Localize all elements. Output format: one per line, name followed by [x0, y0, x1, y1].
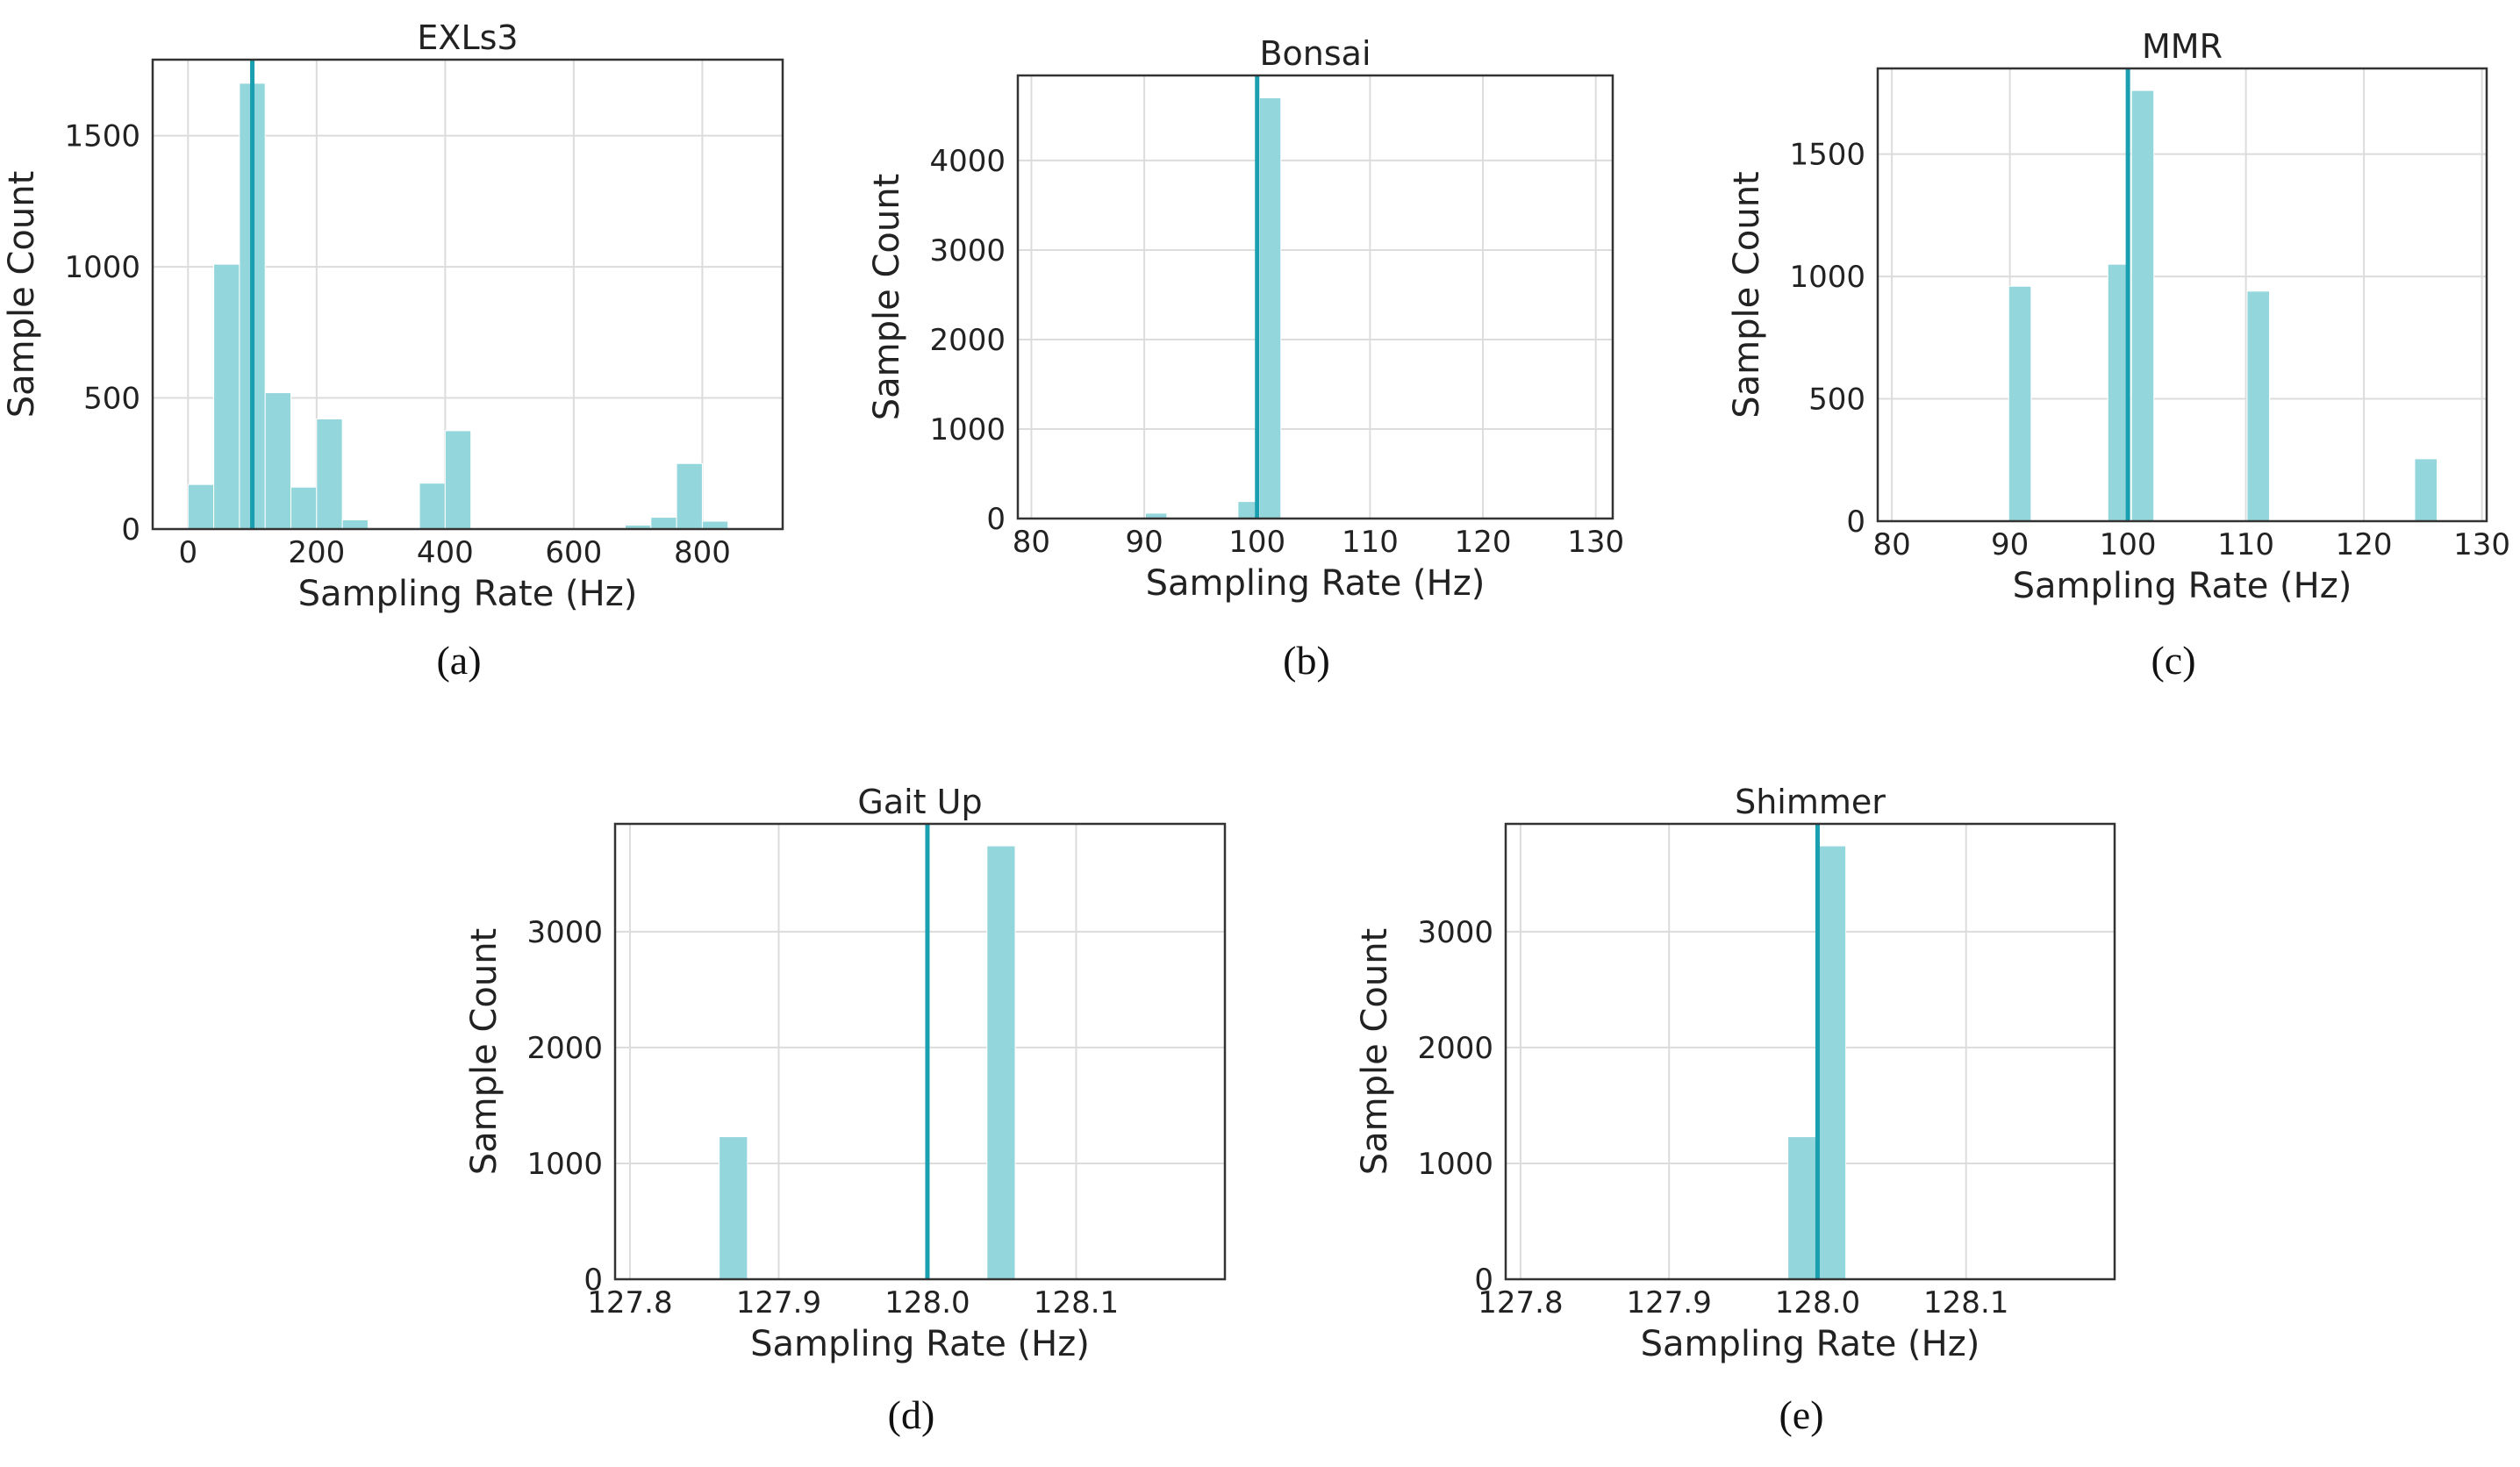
histogram-bar [650, 517, 677, 530]
x-tick-label: 127.8 [587, 1285, 672, 1320]
histogram-bar [419, 483, 446, 530]
subfigure-caption: (b) [1283, 638, 1330, 683]
histogram-bar [2008, 285, 2032, 522]
x-axis-label: Sampling Rate (Hz) [750, 1324, 1090, 1364]
x-tick-label: 128.0 [1775, 1285, 1860, 1320]
x-tick-label: 120 [1455, 525, 1512, 560]
y-tick-label: 0 [1474, 1263, 1493, 1298]
y-tick-label: 500 [83, 382, 140, 417]
histogram-bar [676, 462, 703, 530]
histogram-bar [341, 519, 369, 530]
x-axis-label: Sampling Rate (Hz) [1641, 1324, 1980, 1364]
histogram-bar [444, 430, 472, 530]
x-tick-label: 100 [2100, 527, 2157, 562]
x-tick-label: 120 [2336, 527, 2393, 562]
plot-frame [613, 822, 1227, 1281]
chart-a: 0 200 400 600 800 0 500 1000 1500 EXLs3 Sampling R… [2, 18, 784, 683]
histogram-bar [1816, 845, 1847, 1280]
y-tick-label: 2000 [929, 323, 1006, 358]
y-tick-label: 0 [121, 512, 140, 547]
y-axis-label: Sample Count [867, 174, 907, 420]
histogram-bar [2246, 290, 2271, 522]
chart-title: Bonsai [1259, 34, 1371, 73]
y-tick-label: 2000 [526, 1031, 603, 1066]
x-axis-label: Sampling Rate (Hz) [1146, 563, 1486, 604]
y-tick-label: 2000 [1417, 1031, 1493, 1066]
chart-title: EXLs3 [417, 18, 518, 57]
plot-frame [151, 58, 784, 531]
y-tick-label: 0 [583, 1263, 603, 1298]
histogram-bar [1787, 1136, 1817, 1280]
histogram-bar [701, 520, 729, 530]
x-tick-label: 0 [178, 535, 197, 570]
y-tick-label: 500 [1808, 383, 1865, 418]
chart-title: Gait Up [857, 783, 982, 821]
histogram-bar [264, 392, 292, 530]
x-tick-label: 130 [2453, 527, 2510, 562]
histogram-bar [213, 263, 240, 530]
chart-e: 127.8 127.9 128.0 128.1 0 1000 2000 3000 Shimmer… [1355, 783, 2116, 1437]
x-tick-label: 200 [288, 535, 345, 570]
x-tick-label: 127.9 [1627, 1285, 1712, 1320]
histogram-bar [2414, 458, 2438, 522]
y-axis-label: Sample Count [1727, 171, 1767, 418]
y-tick-label: 3000 [526, 915, 603, 950]
x-tick-label: 128.0 [884, 1285, 970, 1320]
y-tick-label: 4000 [929, 144, 1006, 179]
subfigure-caption: (e) [1779, 1392, 1823, 1437]
y-tick-label: 1500 [1789, 138, 1865, 173]
y-axis-label: Sample Count [1355, 928, 1395, 1175]
y-axis-label: Sample Count [464, 928, 505, 1175]
x-axis-label: Sampling Rate (Hz) [298, 574, 638, 614]
x-tick-label: 600 [545, 535, 602, 570]
subfigure-caption: (d) [888, 1392, 935, 1437]
y-axis-label: Sample Count [2, 171, 42, 418]
histogram-bar [1258, 97, 1282, 519]
y-tick-label: 1000 [526, 1147, 603, 1182]
x-tick-label: 110 [1342, 525, 1399, 560]
x-tick-label: 128.1 [1923, 1285, 2008, 1320]
chart-title: Shimmer [1735, 783, 1886, 821]
chart-b: 80 90 100 110 120 130 0 1000 2000 3000 4000 Bonsai S… [867, 34, 1624, 683]
y-tick-label: 1000 [1789, 260, 1865, 295]
x-axis-label: Sampling Rate (Hz) [2013, 566, 2352, 606]
plot-frame [1504, 822, 2116, 1281]
x-tick-label: 128.1 [1034, 1285, 1119, 1320]
plot-frame [1876, 67, 2488, 523]
chart-title: MMR [2142, 27, 2223, 66]
chart-d: 127.8 127.9 128.0 128.1 0 1000 2000 3000 Gait Up… [464, 783, 1227, 1437]
histogram-bar [316, 418, 343, 530]
x-tick-label: 90 [1125, 525, 1163, 560]
x-tick-label: 127.8 [1478, 1285, 1563, 1320]
chart-c: 80 90 100 110 120 130 0 500 1000 1500 MMR Sampling … [1727, 27, 2510, 683]
y-tick-label: 0 [986, 502, 1006, 537]
plot-frame [1016, 74, 1614, 520]
x-tick-label: 80 [1013, 525, 1050, 560]
y-tick-label: 1000 [929, 412, 1006, 447]
y-tick-label: 0 [1846, 505, 1865, 540]
y-tick-label: 1000 [64, 250, 140, 285]
x-tick-label: 130 [1567, 525, 1624, 560]
x-tick-label: 127.9 [736, 1285, 821, 1320]
x-tick-label: 800 [674, 535, 731, 570]
y-tick-label: 3000 [1417, 915, 1493, 950]
subfigure-caption: (c) [2151, 638, 2195, 683]
x-tick-label: 100 [1228, 525, 1285, 560]
histogram-bar [2130, 89, 2155, 522]
subfigure-caption: (a) [436, 638, 481, 683]
histogram-bar [290, 486, 318, 530]
x-tick-label: 90 [1991, 527, 2029, 562]
y-tick-label: 1000 [1417, 1147, 1493, 1182]
x-tick-label: 110 [2217, 527, 2274, 562]
x-tick-label: 400 [417, 535, 474, 570]
y-tick-label: 3000 [929, 233, 1006, 268]
histogram-bar [719, 1136, 748, 1280]
histogram-bar [986, 845, 1016, 1280]
histogram-bar [187, 483, 215, 530]
y-tick-label: 1500 [64, 119, 140, 154]
x-tick-label: 80 [1873, 527, 1911, 562]
